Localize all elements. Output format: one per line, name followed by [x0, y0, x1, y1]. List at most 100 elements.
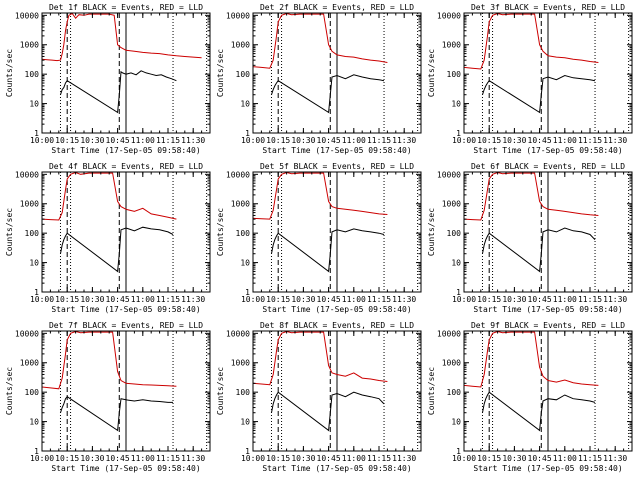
y-tick-label: 1000 — [20, 359, 39, 368]
x-tick-label: 11:00 — [342, 454, 366, 463]
x-tick-label: 10:45 — [528, 136, 552, 145]
lld-series-line — [464, 331, 599, 388]
y-tick-label: 1000 — [442, 41, 461, 50]
y-tick-label: 100 — [447, 229, 462, 238]
x-tick-label: 11:00 — [553, 454, 577, 463]
x-tick-label: 11:30 — [603, 136, 627, 145]
y-tick-label: 100 — [236, 388, 251, 397]
x-tick-label: 10:45 — [106, 295, 130, 304]
x-tick-label: 10:00 — [452, 136, 476, 145]
events-series-line — [482, 227, 596, 273]
y-tick-label: 1 — [456, 447, 461, 456]
x-tick-label: 11:30 — [392, 454, 416, 463]
panel-det-4: 1 10 100 1000 10000 10:00 10:15 10:30 10:45 11:00… — [5, 162, 211, 314]
y-tick-label: 1 — [456, 129, 461, 138]
x-tick-label: 10:15 — [266, 454, 290, 463]
y-tick-label: 10000 — [437, 170, 461, 179]
x-tick-label: 10:00 — [30, 295, 54, 304]
y-axis-label: Counts/sec — [427, 49, 436, 97]
y-axis-label: Counts/sec — [5, 49, 14, 97]
y-tick-label: 100 — [236, 229, 251, 238]
x-tick-label: 10:45 — [317, 295, 341, 304]
y-tick-label: 1 — [456, 288, 461, 297]
x-tick-label: 10:45 — [106, 136, 130, 145]
x-tick-label: 11:30 — [181, 295, 205, 304]
events-series-line — [60, 70, 177, 114]
x-tick-label: 10:30 — [291, 454, 315, 463]
panel-det-9: 1 10 100 1000 10000 10:00 10:15 10:30 10:45 11:00… — [427, 321, 633, 473]
x-tick-label: 10:30 — [291, 295, 315, 304]
x-tick-label: 10:00 — [241, 136, 265, 145]
x-tick-label: 11:15 — [367, 136, 391, 145]
x-tick-label: 11:30 — [603, 454, 627, 463]
lld-series-line — [464, 172, 599, 221]
events-series-line — [482, 74, 596, 114]
x-tick-label: 10:30 — [502, 136, 526, 145]
events-series-line — [60, 226, 174, 273]
x-tick-label: 10:45 — [106, 454, 130, 463]
y-tick-label: 1000 — [231, 359, 250, 368]
x-tick-label: 10:30 — [291, 136, 315, 145]
x-tick-label: 10:45 — [317, 136, 341, 145]
x-tick-label: 10:30 — [80, 136, 104, 145]
x-tick-label: 10:30 — [80, 295, 104, 304]
y-tick-label: 1000 — [20, 200, 39, 209]
x-tick-label: 11:00 — [553, 295, 577, 304]
y-tick-label: 1 — [245, 129, 250, 138]
y-tick-label: 10000 — [15, 170, 39, 179]
x-tick-label: 10:15 — [477, 136, 501, 145]
x-tick-label: 10:45 — [528, 295, 552, 304]
y-tick-label: 1 — [34, 288, 39, 297]
panel-det-3: 1 10 100 1000 10000 10:00 10:15 10:30 10:45 11:00… — [427, 3, 633, 155]
x-tick-label: 11:15 — [578, 295, 602, 304]
x-tick-label: 11:00 — [553, 136, 577, 145]
y-tick-label: 1 — [245, 288, 250, 297]
y-tick-label: 10 — [240, 259, 250, 268]
y-tick-label: 10 — [240, 418, 250, 427]
y-tick-label: 1 — [245, 447, 250, 456]
panel-title: Det 1f BLACK = Events, RED = LLD — [49, 3, 203, 12]
panel-det-2: 1 10 100 1000 10000 10:00 10:15 10:30 10:45 11:00… — [216, 3, 422, 155]
x-tick-label: 10:00 — [241, 454, 265, 463]
lld-series-line — [42, 331, 177, 390]
panel-title: Det 4f BLACK = Events, RED = LLD — [49, 162, 203, 171]
x-axis-label: Start Time (17-Sep-05 09:58:40) — [262, 146, 411, 155]
x-tick-label: 10:15 — [55, 136, 79, 145]
panel-det-6: 1 10 100 1000 10000 10:00 10:15 10:30 10:45 11:00… — [427, 162, 633, 314]
x-tick-label: 10:00 — [241, 295, 265, 304]
y-tick-label: 1000 — [442, 359, 461, 368]
x-tick-label: 10:00 — [30, 454, 54, 463]
x-tick-label: 10:00 — [30, 136, 54, 145]
x-tick-label: 10:30 — [502, 454, 526, 463]
x-tick-label: 10:15 — [477, 454, 501, 463]
y-axis-label: Counts/sec — [216, 367, 225, 415]
x-tick-label: 11:00 — [131, 454, 155, 463]
panel-det-8: 1 10 100 1000 10000 10:00 10:15 10:30 10:45 11:00… — [216, 321, 422, 473]
panel-title: Det 5f BLACK = Events, RED = LLD — [260, 162, 414, 171]
y-axis-label: Counts/sec — [216, 208, 225, 256]
y-tick-label: 10000 — [226, 11, 250, 20]
events-series-line — [271, 391, 385, 432]
x-tick-label: 11:30 — [181, 136, 205, 145]
y-tick-label: 1000 — [231, 41, 250, 50]
lld-series-line — [253, 331, 388, 386]
y-tick-label: 10 — [451, 259, 461, 268]
y-tick-label: 10000 — [437, 329, 461, 338]
x-tick-label: 11:30 — [181, 454, 205, 463]
x-tick-label: 11:15 — [578, 454, 602, 463]
x-tick-label: 10:15 — [266, 295, 290, 304]
y-axis-label: Counts/sec — [5, 208, 14, 256]
x-axis-label: Start Time (17-Sep-05 09:58:40) — [473, 146, 622, 155]
x-axis-label: Start Time (17-Sep-05 09:58:40) — [51, 464, 200, 473]
x-tick-label: 11:00 — [131, 295, 155, 304]
x-axis-label: Start Time (17-Sep-05 09:58:40) — [473, 305, 622, 314]
x-axis-label: Start Time (17-Sep-05 09:58:40) — [51, 146, 200, 155]
x-tick-label: 10:15 — [55, 295, 79, 304]
y-tick-label: 10000 — [226, 329, 250, 338]
panel-title: Det 3f BLACK = Events, RED = LLD — [471, 3, 625, 12]
lld-series-line — [253, 172, 388, 220]
y-tick-label: 1000 — [231, 200, 250, 209]
x-tick-label: 11:15 — [367, 295, 391, 304]
y-tick-label: 10000 — [226, 170, 250, 179]
